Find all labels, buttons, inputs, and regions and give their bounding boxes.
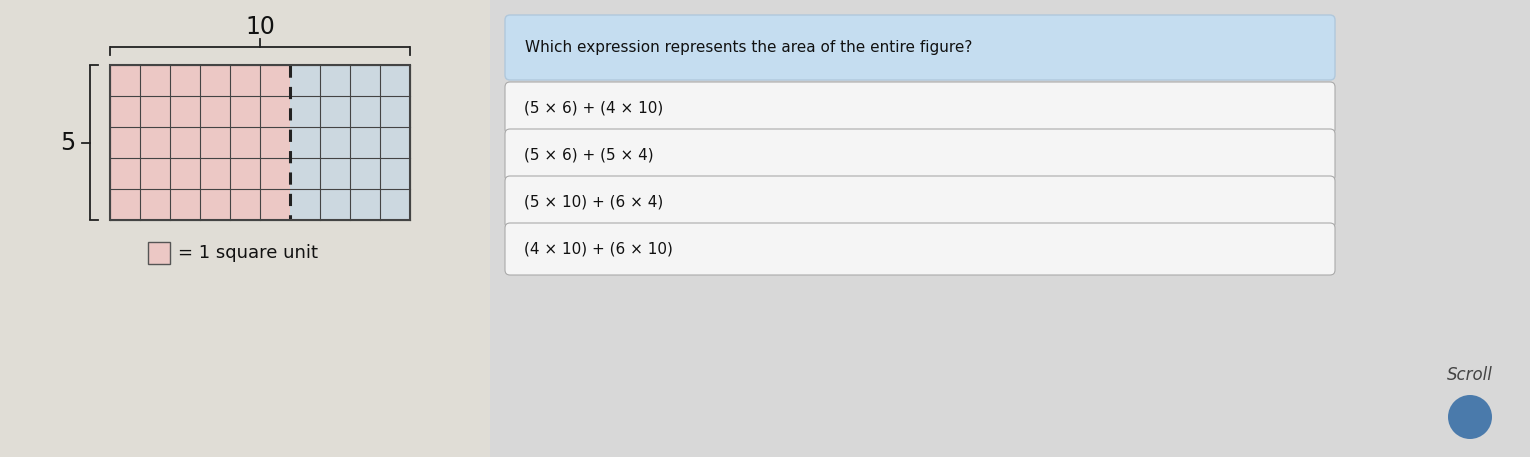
Circle shape (1447, 395, 1492, 439)
Bar (0, 0, 490, 457)
Text: Scroll: Scroll (1447, 366, 1493, 384)
FancyBboxPatch shape (505, 15, 1336, 80)
FancyBboxPatch shape (505, 129, 1336, 181)
Bar (110, 65, 291, 220)
Text: (4 × 10) + (6 × 10): (4 × 10) + (6 × 10) (523, 241, 673, 256)
Text: Which expression represents the area of the entire figure?: Which expression represents the area of … (525, 40, 973, 55)
Bar (110, 65, 410, 220)
FancyBboxPatch shape (505, 223, 1336, 275)
Text: (5 × 6) + (4 × 10): (5 × 6) + (4 × 10) (523, 101, 662, 116)
Bar (291, 65, 410, 220)
Text: 5: 5 (60, 131, 75, 154)
Text: 10: 10 (245, 15, 275, 39)
FancyBboxPatch shape (505, 176, 1336, 228)
Bar (148, 242, 170, 264)
Text: (5 × 10) + (6 × 4): (5 × 10) + (6 × 4) (523, 195, 662, 209)
FancyBboxPatch shape (505, 82, 1336, 134)
Text: (5 × 6) + (5 × 4): (5 × 6) + (5 × 4) (523, 148, 653, 163)
Text: = 1 square unit: = 1 square unit (177, 244, 318, 262)
